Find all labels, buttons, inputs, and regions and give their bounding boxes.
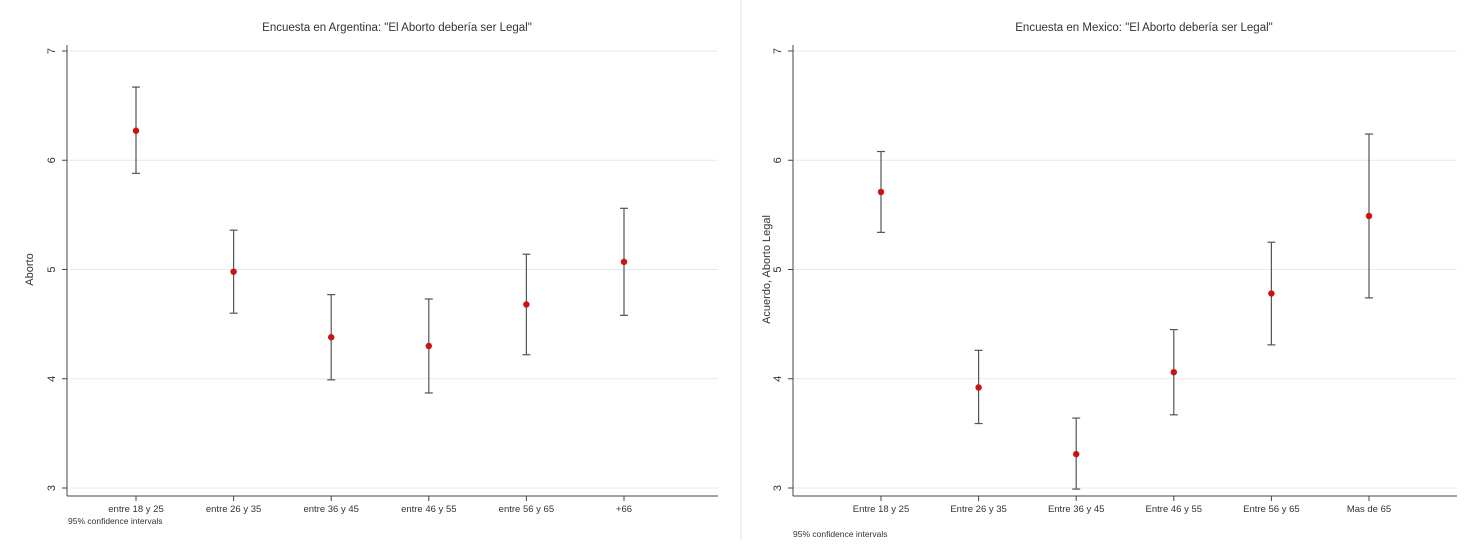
chart-argentina: 3 4 5 6 7 Aborto Encuesta en Argentina: "El Ab… [24,22,718,526]
y-tick-label: 6 [772,157,784,163]
y-tick-label: 5 [772,266,784,272]
chart-panel-mexico: 3 4 5 6 7 Acuerdo, Aborto Legal Encuesta en Me… [746,0,1477,540]
x-tick-label: entre 36 y 45 [303,504,358,515]
chart-title: Encuesta en Argentina: "El Aborto deberí… [262,22,532,34]
x-tick-label: Entre 56 y 65 [1243,504,1300,515]
confidence-note: 95% confidence intervals [793,529,888,539]
x-tick-label: Entre 26 y 35 [950,504,1007,515]
y-tick-label: 6 [46,157,58,163]
panel-divider [740,0,742,540]
data-point [132,127,140,134]
data-point [1268,290,1275,297]
x-tick-label: entre 56 y 65 [499,504,554,515]
x-tick-label: entre 26 y 35 [206,504,261,515]
y-axis-title: Aborto [24,253,36,285]
data-point [328,334,335,341]
data-point [1170,368,1177,376]
x-tick-label: entre 18 y 25 [108,504,163,515]
y-tick-label: 3 [46,485,58,491]
chart-mexico: 3 4 5 6 7 Acuerdo, Aborto Legal Encuesta en Me… [761,22,1457,539]
data-point [1365,212,1373,220]
data-point [425,342,432,350]
confidence-note: 95% confidence intervals [68,516,163,526]
data-point [975,384,982,391]
y-tick-label: 4 [772,376,784,382]
data-point [620,258,628,266]
y-tick-label: 7 [772,48,784,54]
x-tick-label: +66 [616,504,632,515]
x-tick-label: Entre 46 y 55 [1146,504,1203,515]
y-tick-label: 7 [46,48,58,54]
data-point [877,188,885,196]
x-tick-label: Entre 36 y 45 [1048,504,1105,515]
data-point [523,301,530,308]
y-tick-label: 3 [772,485,784,491]
chart-panel-argentina: 3 4 5 6 7 Aborto Encuesta en Argentina: "El Ab… [0,0,738,540]
data-point [230,268,237,275]
x-tick-label: Mas de 65 [1347,504,1391,515]
x-tick-label: Entre 18 y 25 [853,504,910,515]
y-tick-label: 4 [46,376,58,382]
x-tick-label: entre 46 y 55 [401,504,456,515]
data-point [1073,450,1080,458]
y-tick-label: 5 [46,266,58,272]
chart-title: Encuesta en Mexico: "El Aborto debería s… [1015,22,1272,34]
y-axis-title: Acuerdo, Aborto Legal [761,215,773,324]
